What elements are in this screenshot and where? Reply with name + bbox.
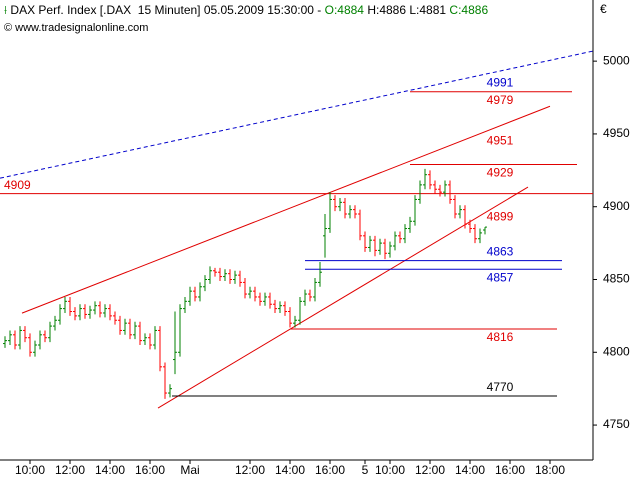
x-tick-label: 12:00	[235, 463, 265, 477]
x-tick-label: 14:00	[275, 463, 305, 477]
currency: €	[600, 2, 607, 16]
x-tick-label: 16:00	[315, 463, 345, 477]
y-tick-label: 4750	[603, 417, 630, 431]
x-tick-label: 18:00	[535, 463, 565, 477]
source: © www.tradesignalonline.com	[4, 22, 149, 34]
x-tick-label: 12:00	[55, 463, 85, 477]
level-label: 4770	[487, 380, 514, 394]
source-url: www.tradesignalonline.com	[15, 22, 149, 34]
trend-line	[157, 186, 529, 409]
header: ⟊ DAX Perf. Index [.DAX 15 Minuten] 05.0…	[4, 3, 488, 18]
y-tick-label: 5000	[603, 53, 630, 67]
x-tick-label: 14:00	[95, 463, 125, 477]
level-label: 4863	[487, 245, 514, 259]
x-tick-label: 5	[362, 463, 369, 477]
header-high: H:4886	[367, 3, 407, 17]
level-label: 4929	[487, 166, 514, 180]
y-tick-label: 4950	[603, 126, 630, 140]
x-tick-label: 14:00	[455, 463, 485, 477]
x-tick-label: 10:00	[375, 463, 405, 477]
x-tick-label: 16:00	[135, 463, 165, 477]
trend-line	[21, 105, 551, 314]
y-tick-label: 4850	[603, 272, 630, 286]
header-low: L:4881	[409, 3, 447, 17]
level-label: 4909	[4, 178, 31, 192]
chart-title: DAX Perf. Index [.DAX 15 Minuten] 05.05.…	[10, 3, 322, 17]
level-label: 4816	[487, 330, 514, 344]
trend-line	[0, 50, 594, 179]
level-label: 4899	[487, 209, 514, 223]
y-tick-label: 4800	[603, 344, 630, 358]
level-label: 4857	[487, 270, 514, 284]
x-tick-label: Mai	[180, 463, 199, 477]
header-close: C:4886	[449, 3, 489, 17]
header-open: O:4884	[324, 3, 364, 17]
x-tick-label: 12:00	[415, 463, 445, 477]
level-label: 4991	[487, 75, 514, 89]
y-tick-label: 4900	[603, 199, 630, 213]
x-tick-label: 16:00	[495, 463, 525, 477]
level-label: 4951	[487, 134, 514, 148]
level-label: 4979	[487, 93, 514, 107]
x-tick-label: 10:00	[15, 463, 45, 477]
icon: ⟊	[4, 3, 11, 17]
